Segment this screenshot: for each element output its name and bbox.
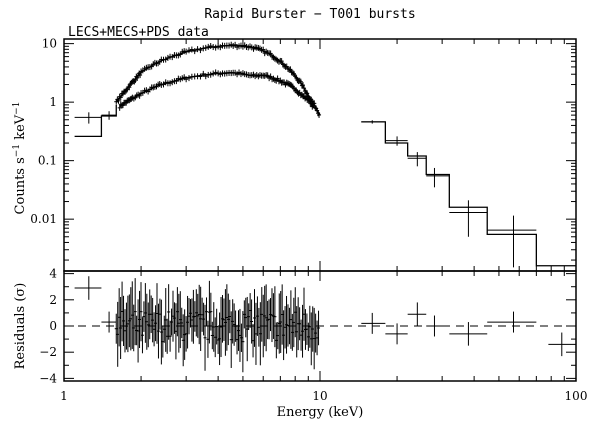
- y-tick-label: 10: [42, 37, 57, 51]
- residuals-y-axis-label: Residuals (σ): [13, 283, 28, 370]
- chart-title: Rapid Burster − T001 bursts: [204, 7, 415, 22]
- y-tick-label: 1: [49, 95, 57, 109]
- x-tick-label: 1: [60, 389, 68, 403]
- model-curve: [115, 44, 321, 116]
- y-tick-label: 0.1: [38, 154, 57, 168]
- residuals-panel: [63, 270, 577, 382]
- x-tick-label: 10: [312, 389, 327, 403]
- residual-tick-label: −2: [39, 345, 57, 359]
- residual-tick-label: 2: [49, 293, 57, 307]
- model-step-line: [361, 121, 576, 267]
- model-step-line: [74, 104, 117, 138]
- model-curve: [119, 71, 315, 109]
- residual-tick-label: 4: [49, 267, 57, 281]
- spectrum-panel: [63, 38, 577, 272]
- residual-tick-label: 0: [49, 319, 57, 333]
- y-tick-label: 0.01: [30, 212, 57, 226]
- x-tick-label: 100: [565, 389, 588, 403]
- residual-tick-label: −4: [39, 371, 57, 385]
- spectrum-y-axis-label: Counts s−1 keV−1: [12, 102, 28, 215]
- chart-annotation: LECS+MECS+PDS data: [68, 25, 209, 40]
- x-axis-label: Energy (keV): [277, 405, 364, 420]
